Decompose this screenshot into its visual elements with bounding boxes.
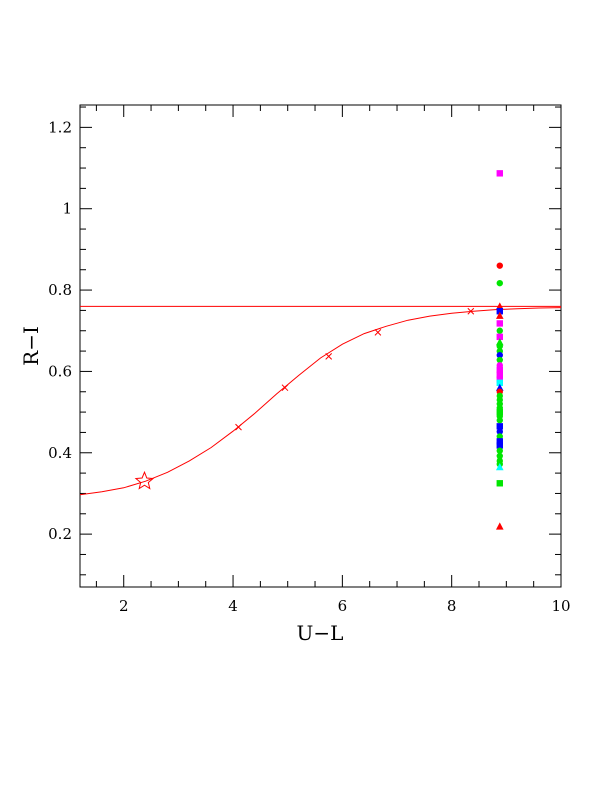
curve-cross-marker bbox=[235, 423, 242, 431]
data-point-triangle bbox=[495, 463, 504, 471]
data-point-circle bbox=[496, 433, 503, 440]
data-point-triangle bbox=[495, 522, 504, 530]
axis-ticks bbox=[80, 105, 562, 587]
x-tick-label: 8 bbox=[447, 597, 457, 615]
y-tick-label: 0.4 bbox=[48, 444, 72, 462]
x-tick-label: 2 bbox=[119, 597, 129, 615]
data-point-square bbox=[496, 442, 503, 449]
data-point-square bbox=[496, 320, 503, 327]
data-point-circle bbox=[496, 452, 503, 460]
data-point-square bbox=[496, 423, 503, 430]
tick-labels: 2 4 6 8 10 0.2 0.4 0.6 0.8 1 1.2 bbox=[48, 118, 570, 615]
y-tick-label: 0.2 bbox=[48, 525, 72, 543]
plot-area bbox=[79, 104, 562, 588]
y-tick-label: 1.2 bbox=[48, 118, 72, 136]
data-point-triangle bbox=[495, 302, 504, 310]
data-point-circle bbox=[496, 447, 503, 454]
y-tick-label: 1 bbox=[62, 200, 72, 218]
data-point-triangle bbox=[495, 311, 504, 319]
data-point-square bbox=[496, 308, 503, 315]
data-point-square bbox=[496, 408, 503, 416]
data-point-square bbox=[496, 371, 503, 378]
model-curve bbox=[79, 307, 562, 496]
data-point-square bbox=[496, 366, 503, 373]
curve-cross-marker bbox=[374, 329, 382, 336]
y-tick-label: 0.6 bbox=[48, 362, 72, 380]
data-point-square bbox=[496, 438, 503, 445]
data-point-square bbox=[496, 379, 503, 387]
data-point-square bbox=[496, 333, 503, 341]
model-curve-group bbox=[79, 307, 562, 496]
data-point-circle bbox=[496, 351, 503, 359]
data-point-circle bbox=[496, 417, 503, 424]
curve-cross-marker bbox=[467, 307, 475, 315]
data-point-square bbox=[496, 376, 503, 383]
curve-cross-marker bbox=[281, 384, 289, 392]
x-tick-label: 10 bbox=[551, 597, 570, 615]
plot-frame bbox=[79, 104, 562, 588]
data-point-circle bbox=[496, 356, 503, 364]
data-point-square bbox=[496, 170, 503, 177]
x-tick-label: 6 bbox=[338, 597, 348, 615]
curve-cross-marker bbox=[325, 353, 333, 360]
star-marker bbox=[134, 470, 155, 490]
y-tick-label: 0.8 bbox=[48, 281, 72, 299]
x-axis-label: U−L bbox=[297, 621, 344, 645]
data-point-circle bbox=[496, 279, 503, 287]
data-point-triangle bbox=[495, 383, 504, 391]
data-point-circle bbox=[496, 327, 503, 334]
data-points bbox=[495, 170, 504, 530]
data-point-triangle bbox=[495, 338, 504, 346]
data-point-circle bbox=[496, 343, 503, 350]
data-point-circle bbox=[496, 262, 503, 269]
x-tick-label: 4 bbox=[228, 597, 238, 615]
y-axis-label: R−I bbox=[19, 326, 43, 366]
data-point-circle bbox=[496, 428, 503, 435]
data-point-square bbox=[496, 480, 503, 487]
